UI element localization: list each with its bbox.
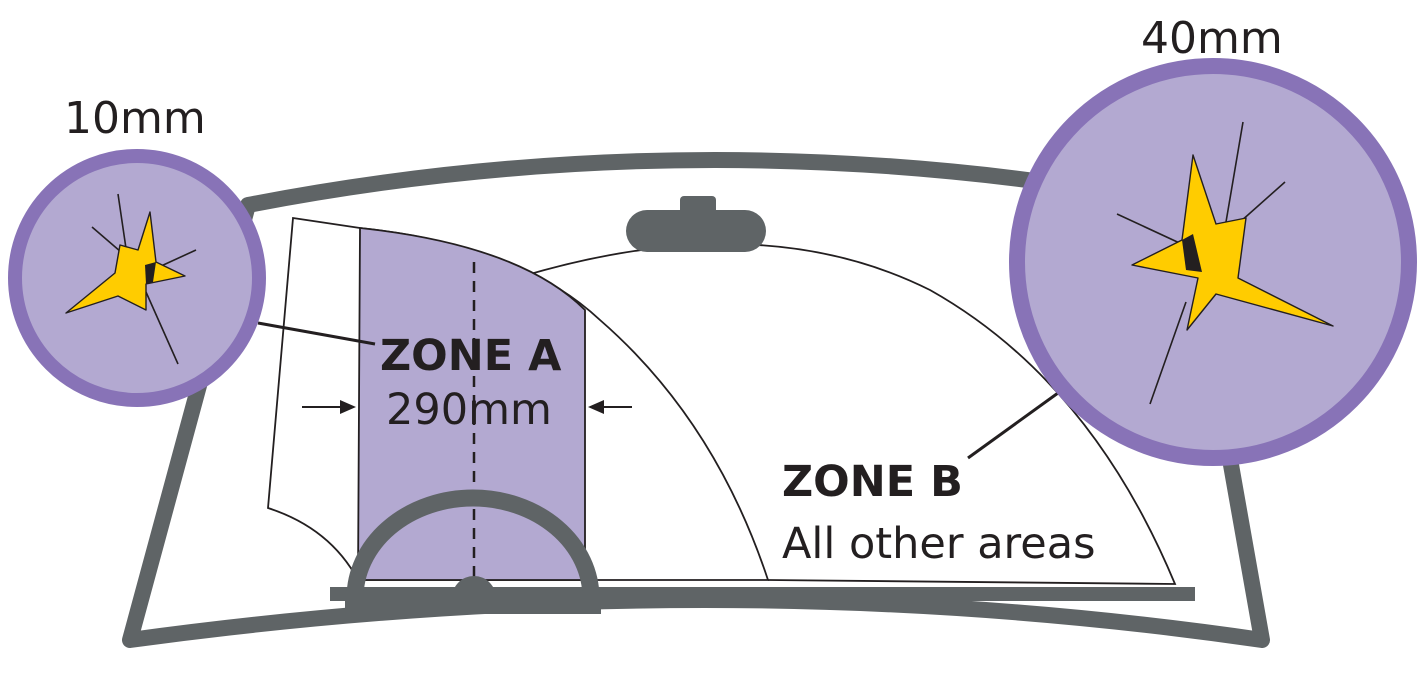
zone-a-width-arrows <box>302 400 632 414</box>
large-chip-size-label: 40mm <box>1141 13 1283 64</box>
zone-b-leader-line <box>967 391 1059 460</box>
zone-b-title: ZONE B <box>782 457 963 507</box>
small-chip-magnifier <box>8 149 266 407</box>
zone-a-leader-line <box>257 321 376 346</box>
large-chip-magnifier <box>1009 58 1417 466</box>
crack-chip-icon <box>65 193 197 365</box>
zone-a-area <box>357 226 586 581</box>
small-chip-size-label: 10mm <box>64 93 206 144</box>
zone-a-title: ZONE A <box>380 331 562 381</box>
crack-chip-icon <box>1116 121 1334 405</box>
zone-a-width-label: 290mm <box>386 385 552 435</box>
zone-b-description: All other areas <box>782 519 1096 569</box>
rear-view-mirror-icon <box>626 196 766 252</box>
steering-wheel-icon <box>345 489 601 614</box>
